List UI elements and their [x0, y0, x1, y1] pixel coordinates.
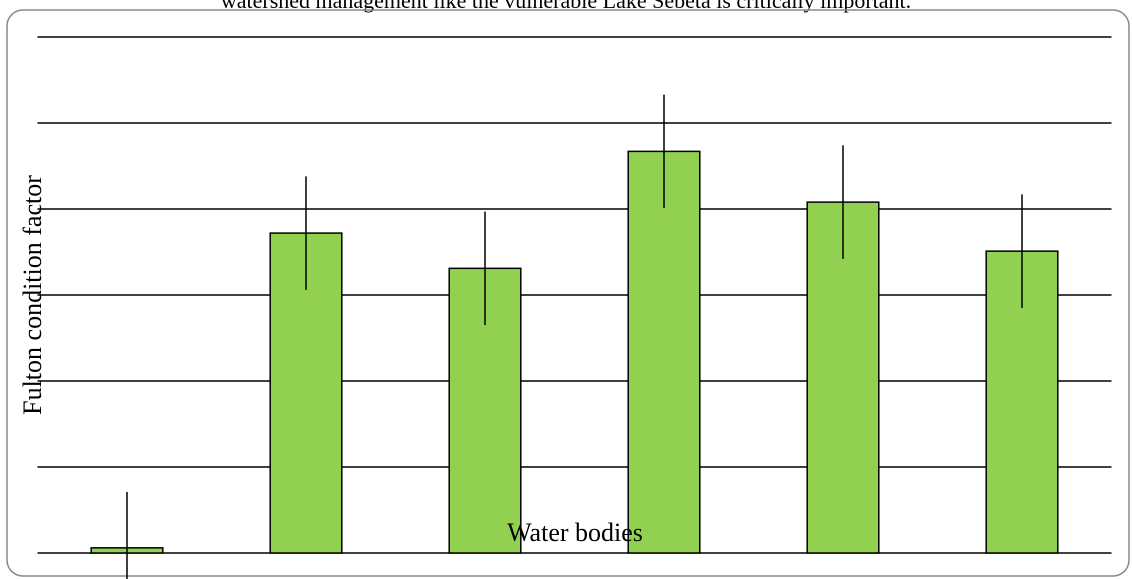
bar	[806, 201, 880, 554]
y-axis-label: Fulton condition factor	[18, 175, 47, 415]
plot	[37, 36, 1112, 579]
page-text: watershed management like the vulnerable…	[221, 0, 911, 13]
bar	[627, 150, 701, 554]
chart-frame	[6, 9, 1130, 577]
x-axis-label: Water bodies	[507, 518, 643, 547]
bar	[269, 232, 343, 554]
